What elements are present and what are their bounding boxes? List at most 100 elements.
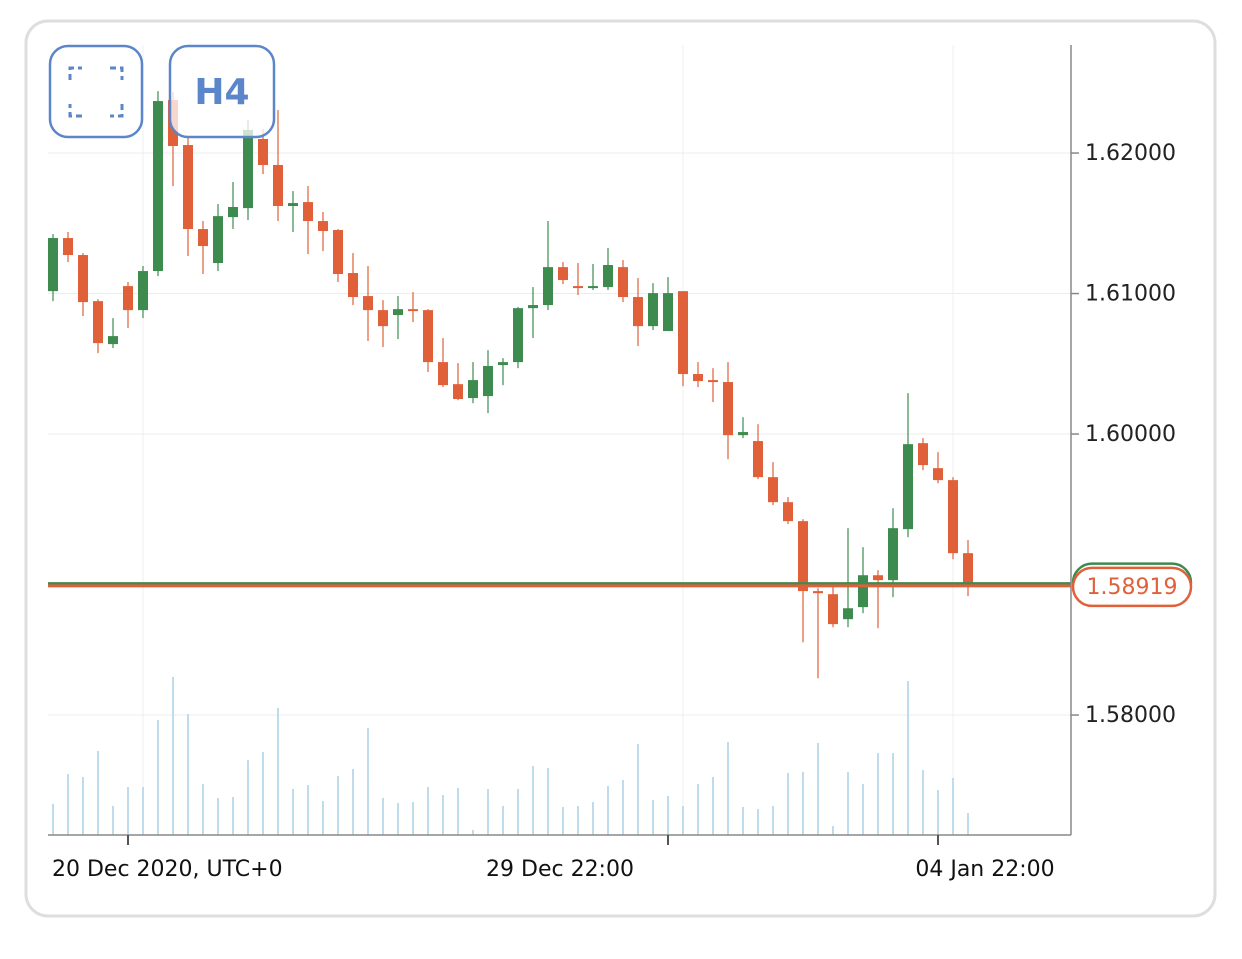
volume-bar xyxy=(457,788,459,835)
candle-body xyxy=(828,594,838,625)
candle-body xyxy=(258,138,268,165)
volume-bar xyxy=(697,784,699,835)
candle-body xyxy=(813,591,823,594)
candle-body xyxy=(573,286,583,289)
price-lines: 1.58919 xyxy=(48,562,1193,608)
candle-body xyxy=(498,362,508,366)
candle-body xyxy=(783,502,793,522)
volume-bar xyxy=(472,830,474,835)
volume-bar xyxy=(862,784,864,835)
volume-bar xyxy=(787,773,789,835)
candle-body xyxy=(468,380,478,399)
volume-bar xyxy=(112,806,114,835)
candle-body xyxy=(588,286,598,289)
volume-bar xyxy=(772,806,774,835)
volume-bar xyxy=(67,774,69,835)
candle-body xyxy=(678,291,688,375)
button-frame[interactable] xyxy=(168,44,276,139)
volume-bar xyxy=(577,806,579,835)
candle-body xyxy=(348,273,358,298)
candle-body xyxy=(723,382,733,436)
volume-bar xyxy=(742,807,744,835)
candle-body xyxy=(633,297,643,327)
candle-body xyxy=(768,477,778,503)
candle-body xyxy=(423,310,433,363)
candle-body xyxy=(48,238,58,292)
candle-body xyxy=(273,164,283,207)
candle-body xyxy=(618,267,628,298)
candle-body xyxy=(963,553,973,586)
volume-bar xyxy=(547,768,549,835)
volume-bar xyxy=(892,753,894,835)
price-label-frame xyxy=(1071,566,1193,608)
volume-bar xyxy=(397,803,399,835)
timeframe-label[interactable]: H4 xyxy=(194,72,249,113)
volume-bar xyxy=(427,787,429,835)
volume-bar xyxy=(157,720,159,835)
volume-bar xyxy=(592,802,594,835)
candle-body xyxy=(798,521,808,592)
candle-body xyxy=(288,203,298,207)
volume-bar xyxy=(532,766,534,835)
volume-bar xyxy=(367,728,369,835)
candle-body xyxy=(63,238,73,256)
fullscreen-icon[interactable] xyxy=(68,66,124,118)
volume-bar xyxy=(562,807,564,835)
volume-bar xyxy=(322,801,324,835)
volume-bar xyxy=(682,806,684,835)
candle-body xyxy=(108,336,118,345)
candle-body xyxy=(888,528,898,581)
candle-body xyxy=(213,216,223,264)
candle-body xyxy=(528,305,538,309)
volume-bar xyxy=(607,786,609,835)
volume-bar xyxy=(832,826,834,835)
candle-body xyxy=(873,575,883,581)
card xyxy=(24,19,1217,918)
volume-bar xyxy=(937,790,939,835)
candle-body xyxy=(438,362,448,386)
button-frame[interactable] xyxy=(48,44,144,139)
volume-bar xyxy=(307,785,309,835)
volume-bar xyxy=(412,802,414,835)
candle-body xyxy=(603,265,613,288)
candle-body xyxy=(948,480,958,554)
grid xyxy=(48,45,1071,835)
volume-bar xyxy=(757,809,759,835)
candle-body xyxy=(753,441,763,478)
volume-bar xyxy=(952,778,954,835)
candle-body xyxy=(513,308,523,363)
candle-body xyxy=(363,296,373,311)
candle-body xyxy=(78,255,88,303)
volume-bar xyxy=(442,795,444,835)
volume-bar xyxy=(487,789,489,835)
candle-body xyxy=(378,310,388,327)
y-tick-label: 1.58000 xyxy=(1085,703,1176,728)
candle-body xyxy=(153,101,163,272)
candle-body xyxy=(198,229,208,247)
volume-bar xyxy=(142,787,144,835)
candle-body xyxy=(903,444,913,530)
volume-bar xyxy=(97,751,99,835)
candle-body xyxy=(183,145,193,230)
volume-bar xyxy=(967,813,969,835)
timeframe-button[interactable]: H4 xyxy=(168,44,276,139)
volume-bar xyxy=(922,770,924,835)
candle-body xyxy=(918,443,928,466)
volume-bar xyxy=(712,777,714,835)
candle-body xyxy=(93,301,103,344)
candle-body xyxy=(648,293,658,327)
y-tick-label: 1.62000 xyxy=(1085,141,1176,166)
candle-body xyxy=(543,267,553,306)
volume-bar xyxy=(847,772,849,835)
axes: 1.58000 1.60000 1.61000 1.62000 20 Dec 2020,… xyxy=(48,45,1176,882)
candle-body xyxy=(393,309,403,316)
fullscreen-button[interactable] xyxy=(48,44,144,139)
volume-bar xyxy=(232,797,234,835)
volume-bar xyxy=(637,744,639,835)
volume-bar xyxy=(262,752,264,835)
candle-body xyxy=(318,221,328,232)
volume-bar xyxy=(382,798,384,835)
volume-bar xyxy=(502,806,504,835)
volume-bar xyxy=(187,714,189,835)
